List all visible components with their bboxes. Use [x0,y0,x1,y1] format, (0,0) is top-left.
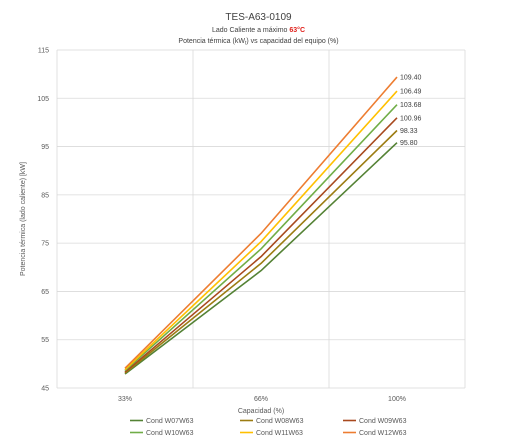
y-tick-label: 95 [41,144,49,151]
subtitle-text-prefix: Potencia térmica (kW [178,38,245,45]
x-tick-label: 33% [118,396,132,403]
legend-label: Cond W07W63 [146,418,194,425]
legend-label: Cond W10W63 [146,430,194,437]
x-axis-title: Capacidad (%) [238,408,284,415]
series-line [124,90,398,371]
legend-label: Cond W09W63 [359,418,407,425]
series-line [124,129,398,374]
y-axis-title: Potencia térmica (lado caliente) [kW] [20,162,27,276]
y-tick-label: 55 [41,337,49,344]
y-tick-label: 85 [41,192,49,199]
data-label: 103.68 [400,102,422,109]
y-tick-label: 65 [41,289,49,296]
subtitle-subscript: t [245,41,247,47]
subtitle-text: Lado Caliente a máximo [212,27,289,34]
series-line [124,117,398,373]
x-axis-ticks: 33% 66% 100% [118,396,406,403]
legend-label: Cond W11W63 [256,430,303,437]
series-line [124,142,398,375]
y-tick-label: 75 [41,241,49,248]
legend-label: Cond W08W63 [256,418,304,425]
y-tick-label: 105 [37,96,49,103]
x-tick-label: 66% [254,396,268,403]
chart-subtitle-description: Potencia térmica (kWt) vs capacidad del … [178,38,338,47]
subtitle-accent-temperature: 63°C [289,26,305,34]
data-label: 98.33 [400,128,418,135]
series-line [124,104,398,372]
legend-label: Cond W12W63 [359,430,407,437]
y-tick-label: 115 [38,48,49,55]
subtitle-text-suffix: ) vs capacidad del equipo (%) [246,38,338,45]
chart-title: TES-A63-0109 [225,12,292,23]
chart-subtitle-temperature: Lado Caliente a máximo 63°C [212,26,305,34]
gridlines [56,49,466,389]
data-label: 109.40 [400,75,422,82]
data-label: 100.96 [400,115,422,122]
data-label: 106.49 [400,89,422,96]
data-labels: 95.80 98.33 100.96 103.68 106.49 109.40 [400,75,422,148]
y-axis-ticks: 45 55 65 75 85 95 105 115 [37,48,49,393]
x-tick-label: 100% [388,396,406,403]
legend: Cond W07W63 Cond W08W63 Cond W09W63 Cond W1… [130,418,407,437]
series-lines [124,76,398,375]
y-tick-label: 45 [41,386,49,393]
series-line [124,76,398,369]
data-label: 95.80 [400,140,418,147]
